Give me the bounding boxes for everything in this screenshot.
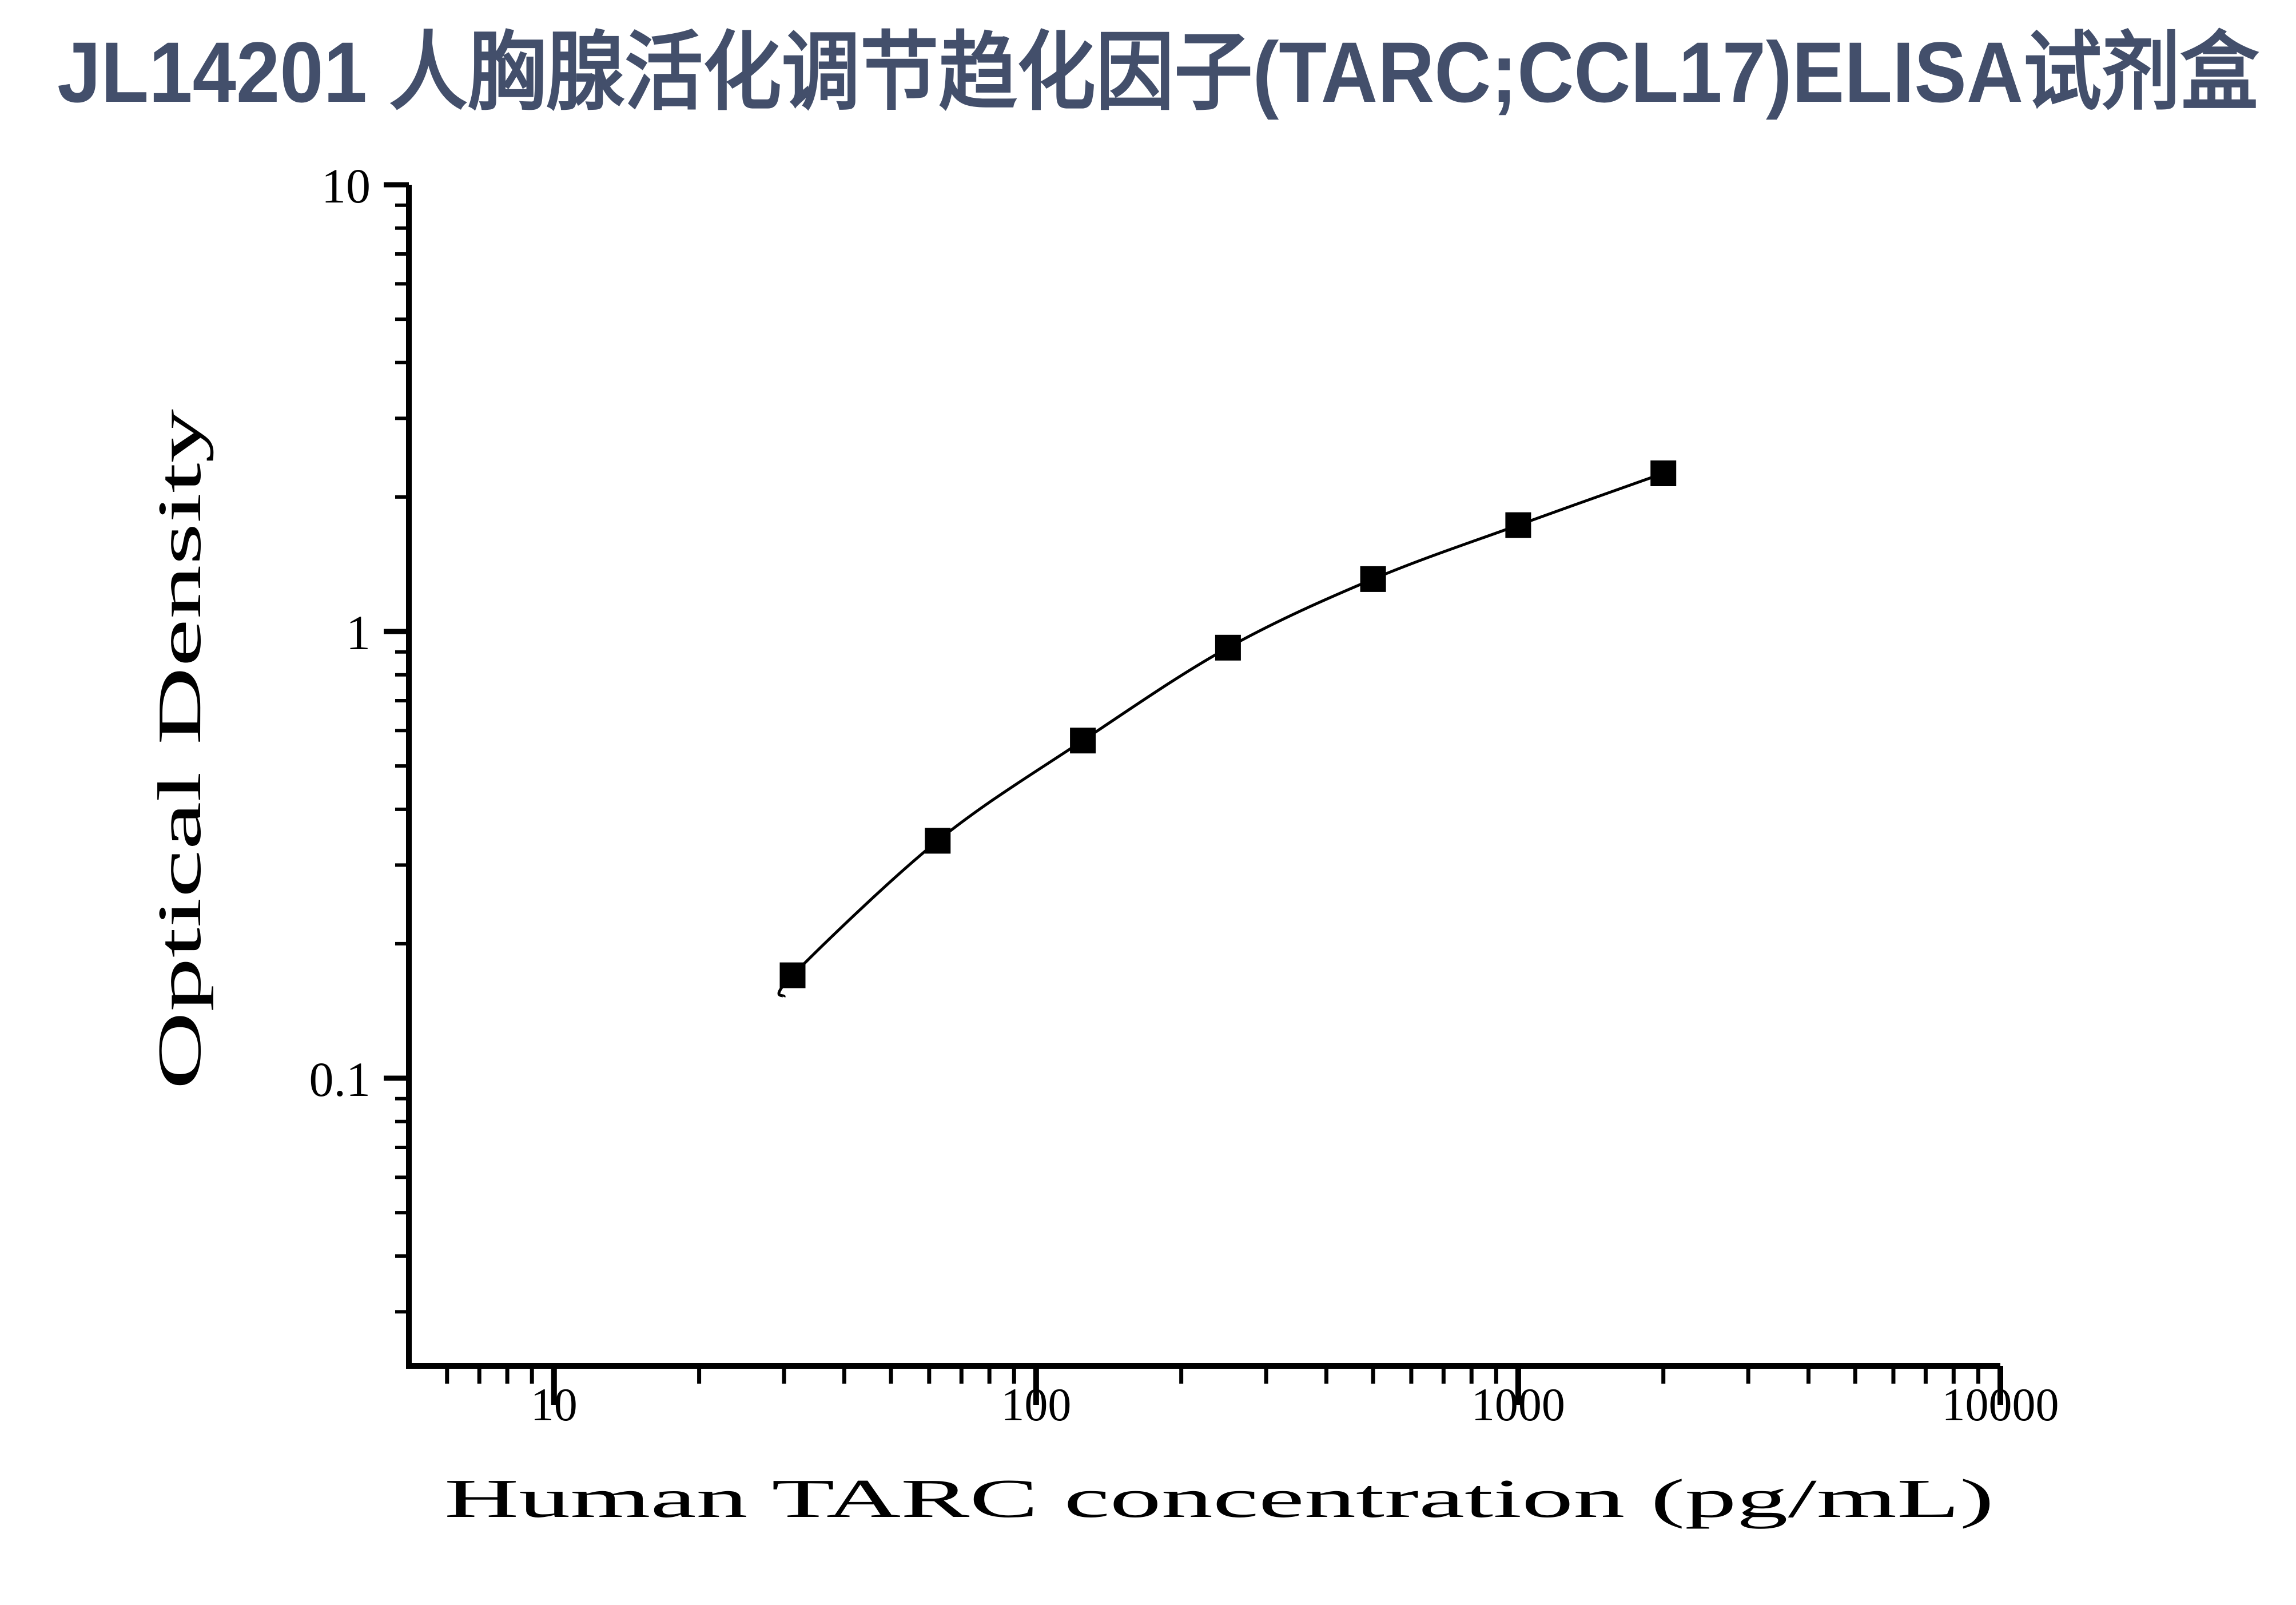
page-title: JL14201 人胸腺活化调节趋化因子(TARC;CCL17)ELISA试剂盒 bbox=[57, 24, 2259, 120]
data-point-marker bbox=[779, 962, 806, 988]
data-point-marker bbox=[1215, 634, 1241, 661]
y-tick-label: 1 bbox=[346, 605, 371, 660]
axis-lines bbox=[406, 185, 2000, 1369]
x-tick-label: 100 bbox=[1001, 1378, 1071, 1431]
data-point-marker bbox=[1360, 566, 1386, 592]
plot-area: 10 100 1000 10000 10 1 0.1 bbox=[309, 158, 2059, 1431]
x-tick-label: 10000 bbox=[1942, 1378, 2059, 1431]
y-tick-label: 0.1 bbox=[309, 1052, 371, 1107]
y-tick-label: 10 bbox=[321, 158, 371, 213]
fit-curve bbox=[777, 472, 1664, 998]
x-tick-label: 1000 bbox=[1471, 1378, 1565, 1431]
data-point-marker bbox=[1505, 512, 1531, 538]
x-tick-label: 10 bbox=[531, 1378, 578, 1431]
data-point-marker bbox=[1070, 728, 1096, 754]
data-point-marker bbox=[925, 828, 951, 854]
data-point-marker bbox=[1650, 460, 1677, 486]
y-axis-title: Optical Density bbox=[146, 409, 214, 1090]
x-axis-title: Human TARC concentration (pg/mL) bbox=[444, 1468, 1994, 1529]
